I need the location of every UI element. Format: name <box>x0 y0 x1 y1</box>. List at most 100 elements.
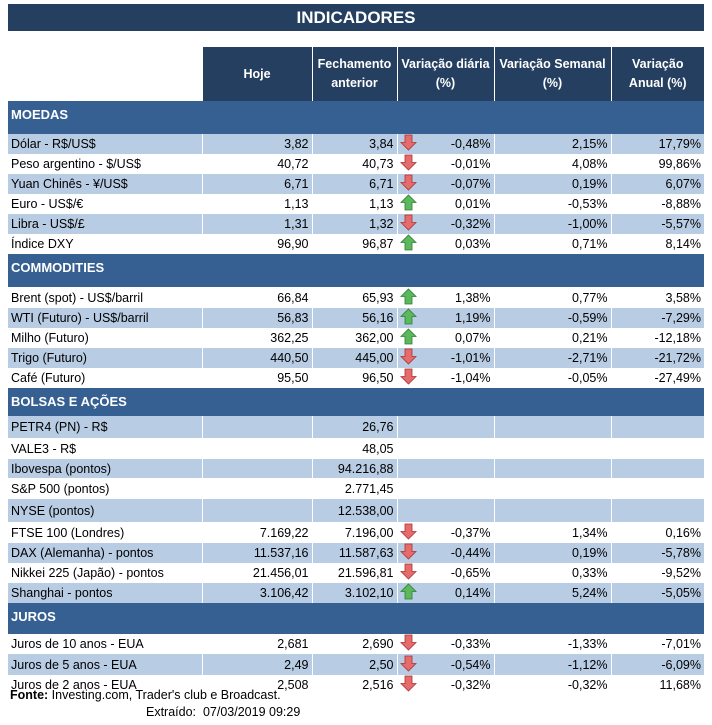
header-variacao-semanal: Variação Semanal (%) <box>493 47 611 101</box>
variacao-diaria-value: 1,38% <box>455 290 491 305</box>
cell-variacao-diaria: -0,32% <box>396 214 494 234</box>
cell-fechamento: 7.196,00 <box>311 522 397 543</box>
cell-hoje <box>201 438 312 459</box>
table-row: Milho (Futuro) 362,25 362,00 0,07% 0,21% -12,… <box>8 328 704 348</box>
section-title: BOLSAS E AÇÕES <box>8 388 704 416</box>
header-hoje: Hoje <box>201 47 312 101</box>
cell-variacao-anual: 11,68% <box>610 675 704 695</box>
table-row: Shanghai - pontos 3.106,42 3.102,10 0,14% 5,… <box>8 583 704 603</box>
section-header: JUROS <box>8 603 704 634</box>
cell-hoje: 6,71 <box>201 174 312 194</box>
cell-variacao-semanal: 4,08% <box>493 154 611 174</box>
cell-variacao-diaria: -0,33% <box>396 634 494 654</box>
table-row: DAX (Alemanha) - pontos 11.537,16 11.587,6… <box>8 543 704 563</box>
row-label: Euro - US$/€ <box>8 194 202 214</box>
arrow-down-icon <box>399 134 417 154</box>
row-label: Peso argentino - $/US$ <box>8 154 202 174</box>
row-label: Nikkei 225 (Japão) - pontos <box>8 563 202 583</box>
cell-variacao-diaria: -0,44% <box>396 543 494 563</box>
table-row: NYSE (pontos) 12.538,00 <box>8 499 704 522</box>
cell-variacao-semanal: -1,12% <box>493 654 611 675</box>
table-row: Nikkei 225 (Japão) - pontos 21.456,01 21.5… <box>8 563 704 583</box>
cell-variacao-diaria <box>396 459 494 478</box>
cell-hoje: 2,681 <box>201 634 312 654</box>
table-row: Dólar - R$/US$ 3,82 3,84 -0,48% 2,15% 17,79% <box>8 134 704 154</box>
cell-hoje: 1,13 <box>201 194 312 214</box>
table-row: PETR4 (PN) - R$ 26,76 <box>8 416 704 438</box>
variacao-diaria-value: -1,04% <box>450 371 491 385</box>
cell-hoje: 95,50 <box>201 368 312 388</box>
row-label: WTI (Futuro) - US$/barril <box>8 308 202 328</box>
cell-variacao-anual <box>610 459 704 478</box>
cell-fechamento: 2,690 <box>311 634 397 654</box>
cell-variacao-anual: -27,49% <box>610 368 704 388</box>
cell-variacao-semanal: 0,33% <box>493 563 611 583</box>
row-label: Shanghai - pontos <box>8 583 202 603</box>
cell-fechamento: 2.771,45 <box>311 478 397 499</box>
cell-variacao-anual: -7,29% <box>610 308 704 328</box>
cell-variacao-diaria: -0,32% <box>396 675 494 695</box>
arrow-down-icon <box>399 174 417 194</box>
arrow-down-icon <box>399 634 417 654</box>
cell-hoje <box>201 478 312 499</box>
row-label: NYSE (pontos) <box>8 499 202 522</box>
cell-variacao-semanal: 5,24% <box>493 583 611 603</box>
section-title: COMMODITIES <box>8 254 704 287</box>
cell-variacao-anual: 8,14% <box>610 234 704 254</box>
row-label: Libra - US$/£ <box>8 214 202 234</box>
cell-hoje: 7.169,22 <box>201 522 312 543</box>
arrow-down-icon <box>399 675 417 695</box>
table-row: Ibovespa (pontos) 94.216,88 <box>8 459 704 478</box>
cell-fechamento: 2,516 <box>311 675 397 695</box>
cell-variacao-diaria <box>396 416 494 438</box>
cell-hoje: 1,31 <box>201 214 312 234</box>
cell-fechamento: 21.596,81 <box>311 563 397 583</box>
cell-variacao-semanal: -0,59% <box>493 308 611 328</box>
row-label: Juros de 2 anos - EUA <box>8 675 202 695</box>
table-row: Brent (spot) - US$/barril 66,84 65,93 1,38%… <box>8 287 704 308</box>
cell-variacao-anual <box>610 499 704 522</box>
arrow-down-icon <box>399 214 417 234</box>
row-label: FTSE 100 (Londres) <box>8 522 202 543</box>
cell-variacao-semanal: -2,71% <box>493 348 611 368</box>
cell-fechamento: 96,87 <box>311 234 397 254</box>
variacao-diaria-value: -0,37% <box>450 525 491 540</box>
variacao-diaria-value: -0,32% <box>450 678 491 692</box>
section-header: BOLSAS E AÇÕES <box>8 388 704 416</box>
cell-variacao-diaria: 0,01% <box>396 194 494 214</box>
cell-variacao-anual: -8,88% <box>610 194 704 214</box>
variacao-diaria-value: -0,01% <box>450 157 491 171</box>
section-header: MOEDAS <box>8 101 704 134</box>
cell-variacao-anual: -7,01% <box>610 634 704 654</box>
row-label: Yuan Chinês - ¥/US$ <box>8 174 202 194</box>
cell-hoje: 3,82 <box>201 134 312 154</box>
extracted-timestamp: Extraído: 07/03/2019 09:29 <box>146 705 301 719</box>
variacao-diaria-value: -0,65% <box>450 566 491 580</box>
cell-variacao-semanal <box>493 438 611 459</box>
variacao-diaria-value: -0,33% <box>450 637 491 651</box>
cell-variacao-semanal: -1,33% <box>493 634 611 654</box>
arrow-down-icon <box>399 523 417 543</box>
cell-variacao-semanal <box>493 416 611 438</box>
cell-hoje: 440,50 <box>201 348 312 368</box>
header-variacao-anual: Variação Anual (%) <box>610 47 704 101</box>
variacao-diaria-value: -1,01% <box>450 351 491 365</box>
row-label: Trigo (Futuro) <box>8 348 202 368</box>
table-row: Peso argentino - $/US$ 40,72 40,73 -0,01% 4,… <box>8 154 704 174</box>
variacao-diaria-value: -0,07% <box>450 177 491 191</box>
cell-variacao-semanal: -0,05% <box>493 368 611 388</box>
cell-variacao-anual: -5,05% <box>610 583 704 603</box>
cell-fechamento: 48,05 <box>311 438 397 459</box>
row-label: Índice DXY <box>8 234 202 254</box>
cell-hoje: 2,508 <box>201 675 312 695</box>
cell-variacao-semanal: 1,34% <box>493 522 611 543</box>
header-row: Hoje Fechamento anterior Variação diária… <box>8 47 704 101</box>
source-note: Fonte: Investing.com, Trader's club e Br… <box>10 688 281 702</box>
cell-hoje: 40,72 <box>201 154 312 174</box>
cell-variacao-anual: -5,57% <box>610 214 704 234</box>
cell-hoje: 11.537,16 <box>201 543 312 563</box>
cell-hoje: 66,84 <box>201 287 312 308</box>
cell-variacao-diaria <box>396 499 494 522</box>
arrow-up-icon <box>399 583 417 603</box>
row-label: PETR4 (PN) - R$ <box>8 416 202 438</box>
